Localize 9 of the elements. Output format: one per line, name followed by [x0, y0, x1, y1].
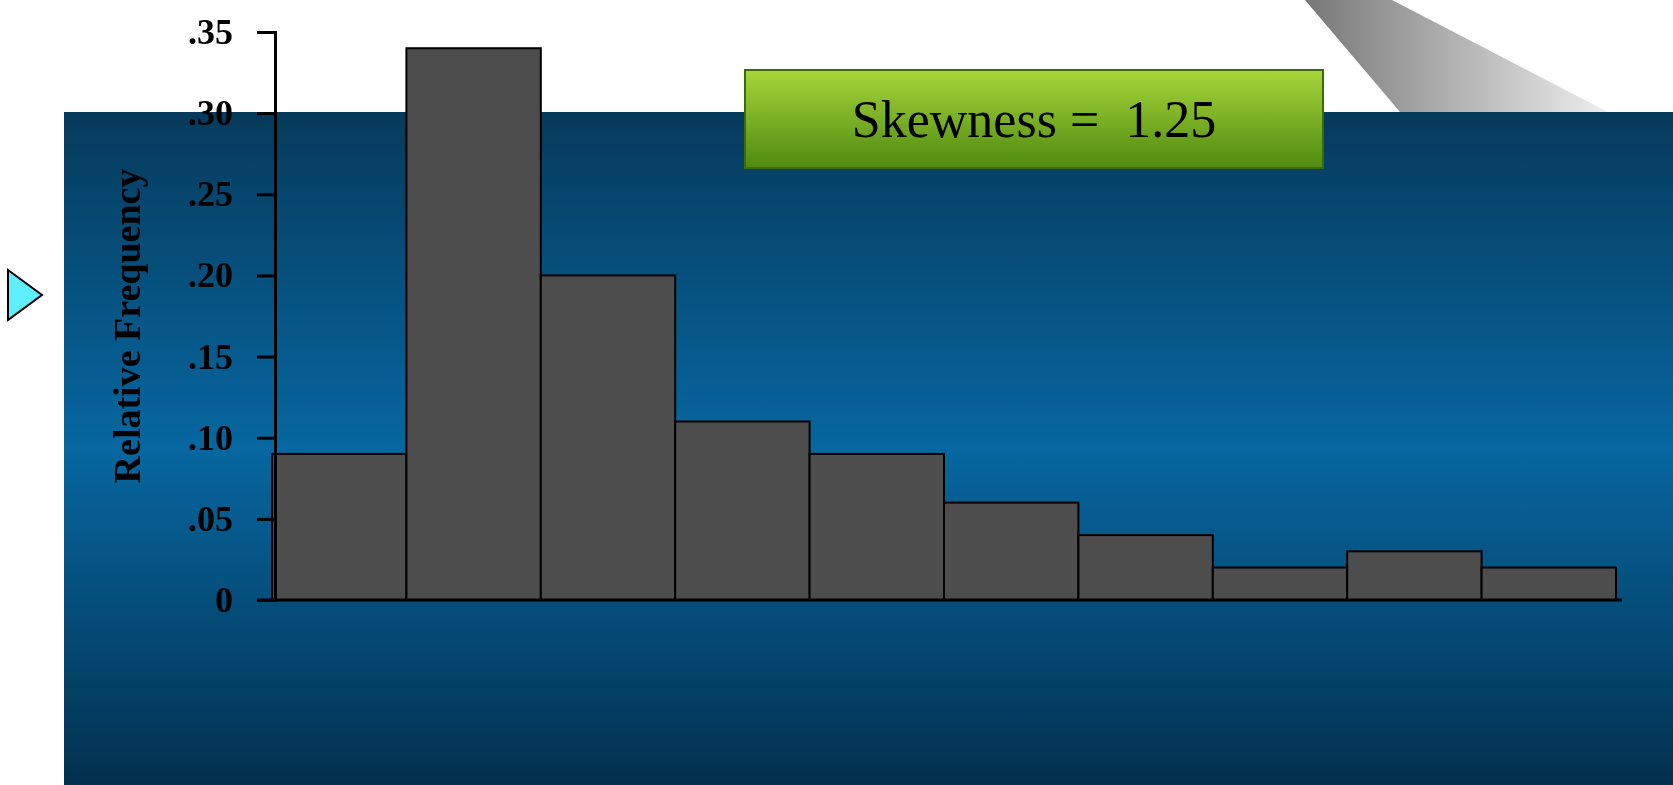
y-tick-label: .15: [188, 336, 233, 377]
y-tick-label: .35: [188, 12, 233, 53]
y-axis-title: Relative Frequency: [106, 168, 148, 484]
y-tick-label: .25: [188, 174, 233, 215]
y-tick-label: .05: [188, 498, 233, 539]
y-tick-label: 0: [215, 580, 233, 621]
annotation: Skewness = 1.25: [851, 91, 1217, 149]
y-tick-label: .10: [188, 417, 233, 458]
y-tick-label: .20: [188, 255, 233, 296]
